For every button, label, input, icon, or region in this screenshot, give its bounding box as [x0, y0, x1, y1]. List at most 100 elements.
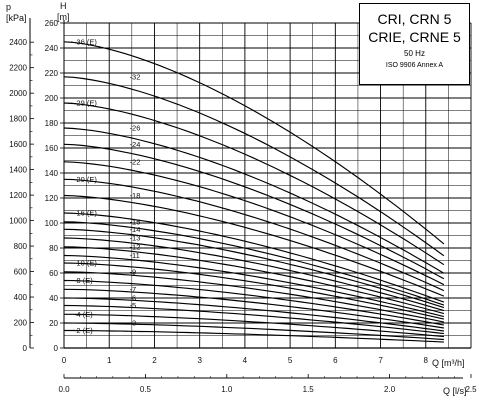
series-label: -29 (E): [74, 99, 97, 108]
series-curve: [63, 221, 445, 306]
flow-axis-m3h-tick-label: 2: [152, 356, 157, 365]
series-curve: [63, 322, 444, 341]
series-curve: [63, 127, 445, 274]
flow-axis-m3h-title: Q [m³/h]: [432, 358, 465, 368]
flow-axis-m3h-tick-label: 0: [62, 356, 67, 365]
series-curve: [63, 41, 445, 245]
series-label: -14: [130, 225, 141, 234]
head-axis-tick-label: 200: [45, 94, 59, 103]
flow-axis-ls-tick-label: 2.5: [465, 385, 477, 394]
pressure-axis-tick-label: 200: [14, 319, 28, 328]
flow-axis-ls-tick-label: 0.5: [140, 385, 152, 394]
head-axis-tick-label: 180: [45, 119, 59, 128]
series-curve: [64, 313, 444, 338]
series-curve: [63, 178, 445, 292]
series-label: -10 (E): [74, 259, 97, 268]
series-label: -4 (E): [74, 310, 93, 319]
pressure-axis-tick-label: 0: [23, 344, 28, 353]
series-curve: [64, 329, 444, 343]
pressure-axis: 0 200 400 600 800 1000 1200 1400 1600 1800 2000 220…: [9, 18, 34, 353]
pressure-axis-tick-label: 1000: [9, 217, 27, 226]
head-axis-tick-label: 60: [49, 269, 58, 278]
series-label: -11: [130, 251, 140, 260]
series-label: -2 (E): [74, 326, 93, 335]
series-label: -36 (E): [74, 37, 97, 46]
head-axis-tick-label: 140: [45, 169, 59, 178]
series-label: -18: [130, 191, 141, 200]
series-curve: [63, 254, 445, 318]
flow-axis-m3h-tick-label: 1: [107, 356, 112, 365]
series-label: -13: [130, 234, 141, 243]
flow-axis-m3h-tick-label: 7: [378, 356, 383, 365]
series-curves: [63, 41, 445, 343]
head-axis-tick-label: 100: [45, 219, 59, 228]
head-axis-tick-label: 240: [45, 44, 59, 53]
head-axis: 0 20 40 60 80 100 120 140 160 180 200 220 240 260: [45, 19, 65, 353]
series-curve: [63, 246, 445, 315]
head-axis-tick-label: 220: [45, 69, 59, 78]
series-label: -15: [130, 217, 141, 226]
series-curve: [63, 161, 445, 286]
series-label: -3: [130, 319, 137, 328]
series-curve: [63, 228, 445, 309]
model-line-2: CRIE, CRNE 5: [368, 29, 461, 45]
pressure-axis-symbol: p: [6, 2, 11, 12]
series-label: -6: [130, 294, 137, 303]
standard-label: ISO 9906 Annex A: [385, 62, 444, 69]
flow-axis-m3h-tick-label: 5: [288, 356, 293, 365]
pressure-axis-tick-label: 400: [14, 293, 28, 302]
series-curve: [63, 288, 444, 329]
series-curve: [63, 279, 445, 326]
series-curve: [63, 212, 445, 303]
series-curve: [63, 143, 445, 280]
flow-axis-ls-tick-label: 2.0: [384, 385, 396, 394]
series-label: -22: [130, 157, 141, 166]
series-label: -26: [130, 124, 141, 133]
flow-axis-m3h-tick-label: 3: [197, 356, 202, 365]
head-axis-tick-label: 260: [45, 19, 59, 28]
pressure-axis-tick-label: 600: [14, 268, 28, 277]
series-label: -24: [130, 140, 141, 149]
flow-axis-m3h-tick-label: 6: [333, 356, 338, 365]
head-axis-unit: [m]: [57, 12, 70, 22]
pressure-axis-tick-label: 800: [14, 242, 28, 251]
series-labels: -2 (E)-3-4 (E)-5-6-7-8 (E)-9-10 (E)-11-1…: [65, 37, 140, 335]
head-axis-tick-label: 80: [49, 244, 58, 253]
pressure-axis-tick-label: 1600: [9, 140, 27, 149]
pressure-axis-tick-label: 1400: [9, 166, 27, 175]
head-axis-tick-label: 120: [45, 194, 59, 203]
pressure-axis-unit: [kPa]: [6, 13, 27, 23]
series-curve: [63, 194, 445, 297]
flow-axis-ls: 0.0 0.5 1.0 1.5 2.0 2.5: [58, 374, 477, 394]
flow-axis-m3h-tick-label: 4: [243, 356, 248, 365]
series-label: -8 (E): [74, 276, 93, 285]
series-label: -5: [130, 301, 137, 310]
flow-axis-ls-tick-label: 1.5: [303, 385, 315, 394]
pressure-axis-tick-label: 1200: [9, 191, 27, 200]
series-label: -16 (E): [74, 209, 97, 218]
flow-axis-ls-tick-label: 1.0: [221, 385, 233, 394]
series-curve: [63, 271, 445, 323]
pressure-axis-tick-label: 1800: [9, 115, 27, 124]
head-axis-tick-label: 160: [45, 144, 59, 153]
series-curve: [63, 237, 445, 312]
series-label: -12: [130, 242, 141, 251]
series-label: -20 (E): [74, 175, 97, 184]
series-curve: [63, 297, 444, 332]
series-curve: [63, 102, 445, 266]
pressure-axis-tick-label: 2400: [9, 38, 27, 47]
head-axis-tick-label: 20: [49, 319, 58, 328]
pressure-axis-tick-label: 2000: [9, 89, 27, 98]
flow-axis-m3h: 0 1 2 3 4 5 6 7 8: [62, 347, 471, 365]
series-curve: [63, 76, 445, 257]
flow-axis-m3h-tick-label: 8: [424, 356, 429, 365]
frequency-label: 50 Hz: [404, 49, 425, 58]
head-axis-symbol: H: [60, 1, 67, 11]
flow-axis-ls-title: Q [l/s]: [443, 386, 467, 396]
series-label: -7: [130, 285, 137, 294]
series-curve: [63, 262, 445, 320]
pressure-axis-tick-label: 2200: [9, 64, 27, 73]
model-line-1: CRI, CRN 5: [377, 11, 452, 27]
series-curve: [63, 304, 444, 335]
head-axis-tick-label: 40: [49, 294, 58, 303]
